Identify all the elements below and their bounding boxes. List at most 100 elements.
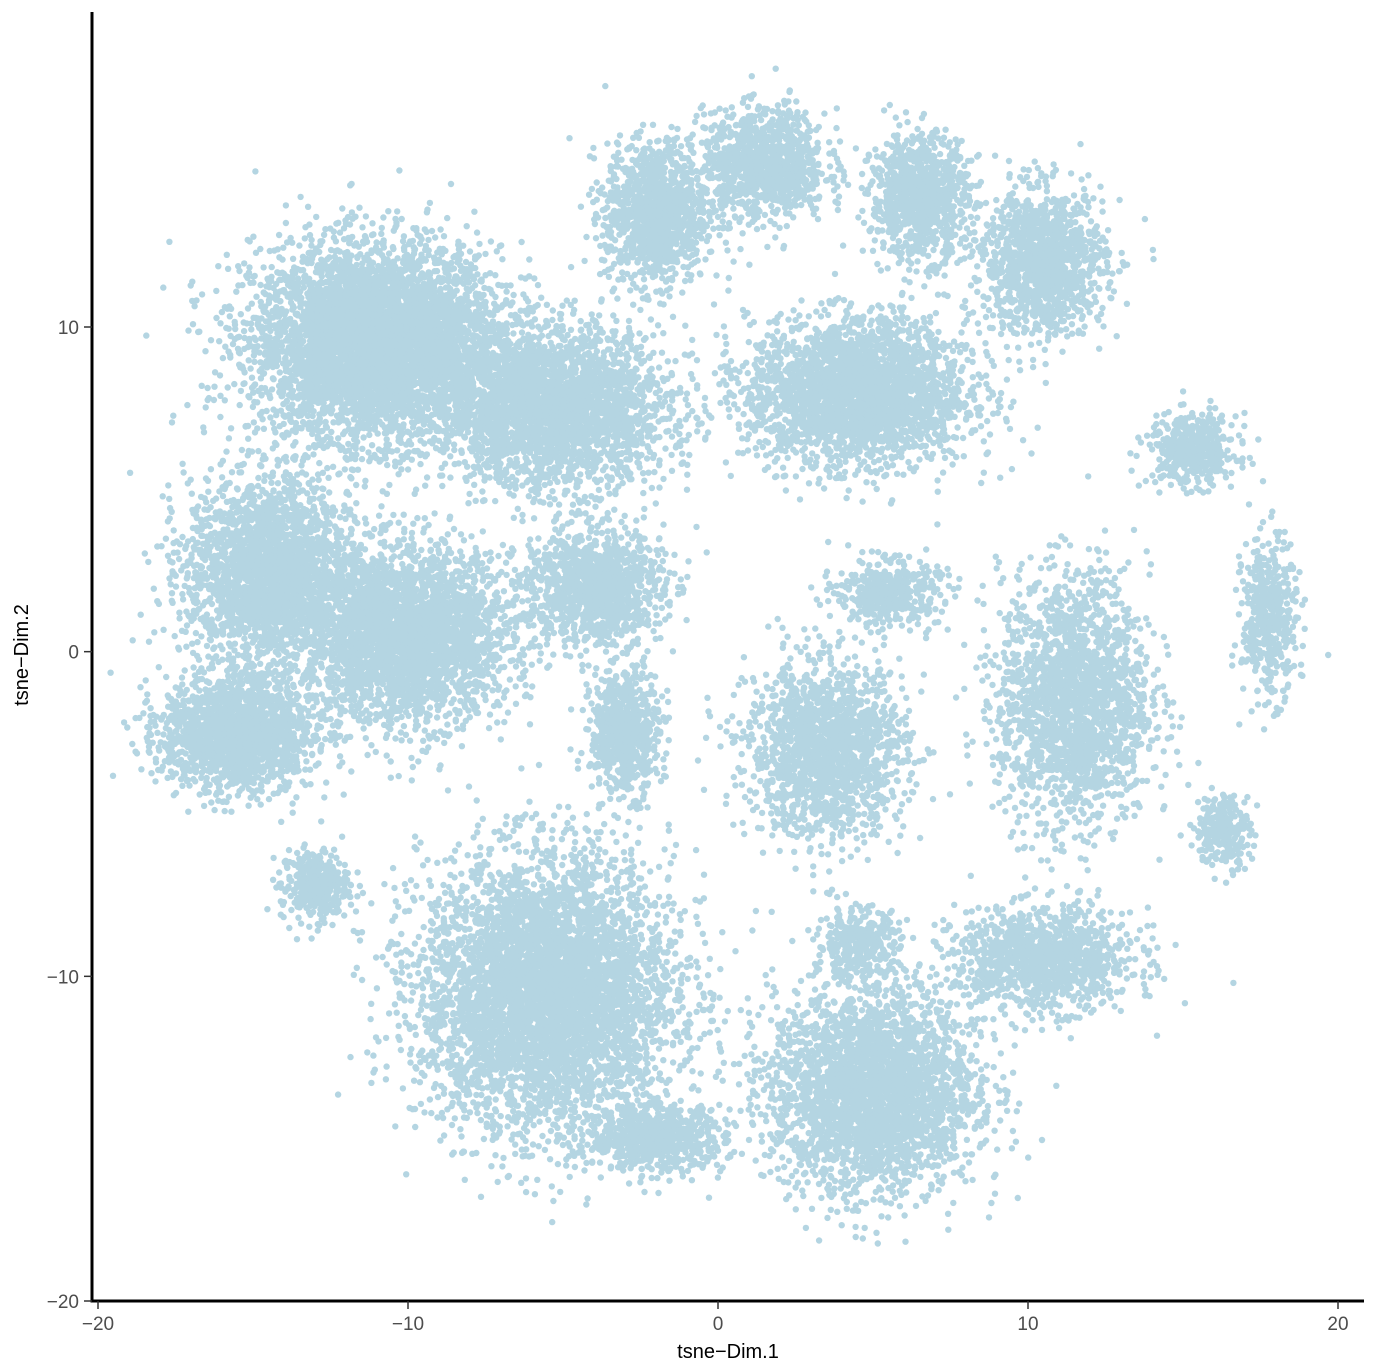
scatter-point — [510, 292, 516, 298]
scatter-point — [437, 226, 443, 232]
scatter-point — [494, 248, 500, 254]
scatter-point — [416, 394, 422, 400]
scatter-point — [249, 375, 255, 381]
scatter-point — [256, 349, 262, 355]
scatter-point — [259, 416, 265, 422]
scatter-point — [499, 256, 505, 262]
scatter-point — [474, 229, 480, 235]
scatter-point — [321, 232, 327, 238]
scatter-point — [205, 397, 211, 403]
scatter-point — [253, 250, 259, 256]
scatter-point — [235, 334, 241, 340]
scatter-point — [278, 393, 284, 399]
scatter-point — [342, 250, 348, 256]
scatter-point — [267, 248, 273, 254]
scatter-point — [391, 283, 397, 289]
scatter-point — [369, 442, 375, 448]
scatter-point — [202, 348, 208, 354]
scatter-point — [394, 447, 400, 453]
scatter-point — [482, 251, 488, 257]
scatter-point — [227, 354, 233, 360]
scatter-point — [287, 415, 293, 421]
scatter-point — [272, 322, 278, 328]
scatter-point — [478, 276, 484, 282]
scatter-point — [518, 239, 524, 245]
scatter-point — [509, 299, 515, 305]
scatter-point — [275, 246, 281, 252]
scatter-points — [107, 66, 1331, 1247]
scatter-point — [330, 464, 336, 470]
scatter-point — [288, 332, 294, 338]
scatter-point — [269, 264, 275, 270]
scatter-point — [190, 321, 196, 327]
scatter-point — [360, 434, 366, 440]
scatter-point — [211, 384, 217, 390]
scatter-point — [417, 461, 423, 467]
scatter-point — [289, 401, 295, 407]
scatter-point — [270, 406, 276, 412]
scatter-point — [249, 301, 255, 307]
scatter-point — [160, 284, 166, 290]
scatter-point — [370, 276, 376, 282]
scatter-point — [213, 315, 219, 321]
scatter-point — [290, 442, 296, 448]
scatter-point — [266, 324, 272, 330]
scatter-point — [199, 383, 205, 389]
scatter-point — [437, 246, 443, 252]
scatter-point — [296, 383, 302, 389]
scatter-point — [348, 400, 354, 406]
scatter-point — [284, 239, 290, 245]
scatter-point — [422, 226, 428, 232]
scatter-point — [385, 208, 391, 214]
scatter-point — [353, 445, 359, 451]
scatter-point — [348, 181, 354, 187]
scatter-point — [250, 234, 256, 240]
scatter-point — [269, 308, 275, 314]
scatter-point — [432, 234, 438, 240]
scatter-point — [444, 215, 450, 221]
scatter-point — [306, 445, 312, 451]
scatter-point — [251, 419, 257, 425]
scatter-point — [333, 238, 339, 244]
scatter-point — [342, 466, 348, 472]
scatter-point — [476, 241, 482, 247]
scatter-point — [371, 452, 377, 458]
scatter-point — [426, 416, 432, 422]
scatter-point — [261, 426, 267, 432]
scatter-point — [217, 414, 223, 420]
scatter-point — [405, 466, 411, 472]
scatter-point — [215, 263, 221, 269]
scatter-point — [333, 220, 339, 226]
scatter-point — [372, 426, 378, 432]
scatter-point — [342, 448, 348, 454]
scatter-point — [519, 329, 525, 335]
scatter-point — [230, 341, 236, 347]
scatter-point — [267, 395, 273, 401]
scatter-point — [227, 313, 233, 319]
scatter-point — [321, 445, 327, 451]
scatter-point — [362, 478, 368, 484]
scatter-point — [243, 273, 249, 279]
scatter-point — [427, 200, 433, 206]
scatter-point — [362, 483, 368, 489]
scatter-point — [296, 242, 302, 248]
scatter-point — [258, 385, 264, 391]
scatter-point — [252, 273, 258, 279]
scatter-point — [467, 248, 473, 254]
scatter-point — [312, 444, 318, 450]
scatter-point — [252, 168, 258, 174]
scatter-point — [204, 385, 210, 391]
scatter-point — [225, 384, 231, 390]
scatter-point — [384, 462, 390, 468]
scatter-point — [216, 338, 222, 344]
scatter-point — [224, 252, 230, 258]
scatter-point — [380, 214, 386, 220]
scatter-point — [195, 329, 201, 335]
scatter-point — [235, 346, 241, 352]
scatter-point — [359, 456, 365, 462]
scatter-point — [170, 413, 176, 419]
scatter-point — [270, 420, 276, 426]
scatter-point — [281, 434, 287, 440]
scatter-point — [392, 459, 398, 465]
scatter-point — [441, 233, 447, 239]
